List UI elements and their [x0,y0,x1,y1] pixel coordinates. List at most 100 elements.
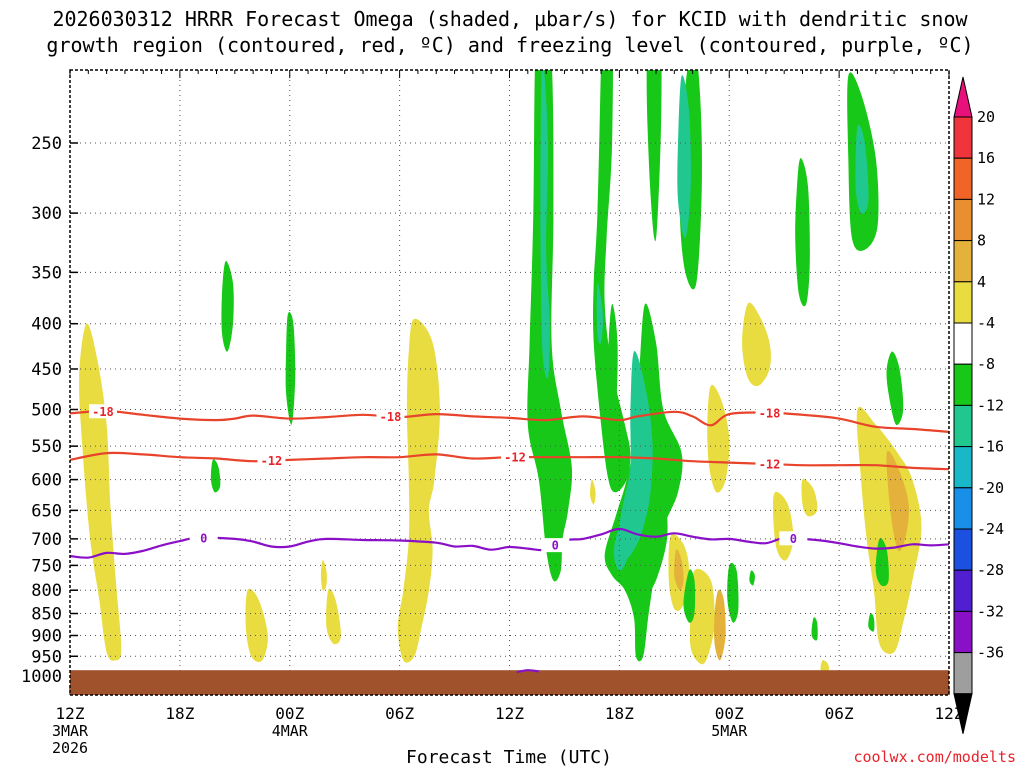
credit-text: coolwx.com/modelts [853,748,1016,766]
plot-frame [69,69,950,696]
isotherm-label: -12 [759,458,781,472]
freezing-level-surface-segment [516,669,539,674]
isotherm-label: -12 [504,451,526,465]
isotherm-label-bg [88,404,117,419]
isotherm-label: -18 [92,405,114,419]
omega-region-24 [886,351,904,426]
omega-region-1 [245,588,268,663]
isotherm-label: -18 [759,406,781,420]
colorbar-swatch [953,404,973,448]
omega-region-30 [210,459,221,493]
y-tick-label: 300 [31,204,62,224]
x-tick-label: 12Z [495,704,524,723]
omega-region-13 [590,479,596,505]
isotherm-label-bg [376,409,405,424]
colorbar-swatch [953,610,973,654]
omega-region-20 [646,70,662,242]
y-tick-label: 400 [31,315,62,335]
omega-shading-layer [79,70,922,673]
y-tick-label: 550 [31,437,62,457]
colorbar-swatch [953,363,973,406]
omega-region-25 [875,538,889,587]
colorbar-swatch [953,322,973,365]
omega-region-18 [593,70,631,493]
omega-region-37 [617,351,653,561]
isotherm-label-bg [779,531,808,546]
omega-region-2 [326,588,342,645]
colorbar-label: 4 [977,273,986,291]
y-tick-label: 450 [31,360,62,380]
ground-surface [70,670,949,695]
y-tick-label: 900 [31,626,62,646]
y-tick-label: 800 [31,581,62,601]
omega-region-38 [677,75,691,239]
isotherm-label-bg [755,405,784,420]
colorbar-label: -8 [977,355,995,373]
x-tick-label: 18Z [605,704,634,723]
x-tick-label: 00Z [275,704,304,723]
y-axis-ticks: 2503003504004505005506006507007508008509… [21,134,62,687]
omega-region-9 [856,406,922,654]
omega-region-4 [320,560,327,591]
colorbar-swatch [953,240,973,283]
y-tick-label: 850 [31,605,62,625]
isotherm-label: 0 [552,539,559,553]
date-label: 2026 [52,739,88,757]
y-tick-label: 750 [31,556,62,576]
omega-region-22 [795,158,810,307]
colorbar-label: 20 [977,108,995,126]
omega-region-40 [596,282,604,344]
colorbar-label: -4 [977,314,995,332]
colorbar-label: -12 [977,396,1004,414]
omega-region-34 [811,617,818,641]
omega-region-10 [801,479,818,517]
colorbar-label: 16 [977,149,995,167]
omega-region-27 [608,303,618,413]
ground-layer [70,670,949,695]
x-axis-ticks: 12Z 18Z 00Z 06Z 12Z 18Z 00Z 06Z 12Z [56,704,964,723]
colorbar-swatch [953,281,973,324]
y-tick-label: 250 [31,134,62,154]
colorbar-swatch [953,528,973,571]
y-tick-label: 1000 [21,667,62,687]
colorbar: 20 16 12 8 4 -4 -8 -12 -16 -20 -24 -28 -32 -36 [953,76,1004,734]
isotherm-label: 0 [200,531,207,545]
omega-region-6 [689,568,715,665]
colorbar-label: -24 [977,520,1004,538]
omega-region-28 [221,261,234,352]
y-tick-label: 950 [31,647,62,667]
colorbar-label: -16 [977,438,1004,456]
omega-region-3 [397,318,440,663]
y-tick-label: 650 [31,501,62,521]
omega-region-36 [540,70,550,379]
colorbar-label: -28 [977,561,1004,579]
x-axis-title: Forecast Time (UTC) [406,747,612,768]
omega-region-32 [749,570,755,586]
colorbar-swatch [953,569,973,612]
x-tick-label: 06Z [825,704,854,723]
isotherm-line--18 [70,409,949,433]
omega-region-41 [613,532,628,571]
colorbar-label: -32 [977,602,1004,620]
colorbar-swatch [953,198,973,242]
date-label: 4MAR [272,722,309,740]
omega-region-33 [868,613,875,632]
omega-region-16 [886,450,909,552]
isotherm-label-bg [500,450,529,465]
isotherm-label: -18 [380,410,402,424]
colorbar-label: -20 [977,479,1004,497]
omega-region-31 [727,562,739,623]
isotherm-layer: -18 -18 -18 -12 -12 -12 0 0 0 [70,404,949,674]
date-label: 3MAR [52,722,89,740]
omega-region-5 [707,384,730,493]
y-tick-label: 600 [31,471,62,491]
isotherm-label-bg [189,530,218,545]
isotherm-label: 0 [790,532,797,546]
omega-region-12 [820,660,829,673]
omega-region-14 [714,589,726,661]
colorbar-bottom-arrow [953,693,973,734]
isotherm-label-bg [541,538,570,553]
omega-region-15 [674,549,684,591]
